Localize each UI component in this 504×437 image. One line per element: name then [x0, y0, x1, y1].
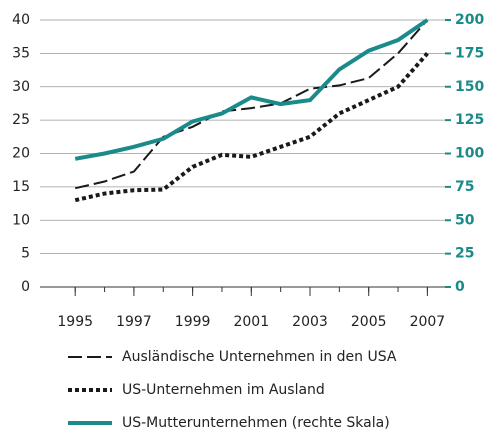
x-tick-label: 2005: [351, 314, 387, 330]
y-tick-label: 0: [21, 279, 30, 295]
y-tick-label: 35: [12, 45, 30, 61]
series-line: [74, 18, 429, 161]
y2-tick-label: 100: [455, 146, 484, 162]
y2-tick-label: 75: [455, 179, 474, 195]
legend-label: US-Mutterunternehmen (rechte Skala): [122, 415, 390, 431]
legend-label: US-Unternehmen im Ausland: [122, 382, 325, 398]
y-tick-label: 30: [12, 79, 30, 95]
x-tick-label: 2001: [233, 314, 269, 330]
y2-tick-label: 125: [455, 112, 484, 128]
y-tick-label: 25: [12, 112, 30, 128]
y2-tick-label: 150: [455, 79, 484, 95]
y2-tick-label: 25: [455, 246, 474, 262]
legend-label: Ausländische Unternehmen in den USA: [122, 349, 397, 365]
x-tick-label: 1997: [116, 314, 152, 330]
y2-tick-label: 200: [455, 12, 484, 28]
y-tick-label: 40: [12, 12, 30, 28]
x-tick-label: 2003: [292, 314, 328, 330]
series-line: [74, 52, 429, 203]
x-tick-label: 1995: [57, 314, 93, 330]
series-line: [74, 19, 429, 190]
x-tick-label: 1999: [175, 314, 211, 330]
y-tick-label: 10: [12, 212, 30, 228]
y-tick-label: 15: [12, 179, 30, 195]
y-tick-label: 20: [12, 146, 30, 162]
y2-tick-label: 175: [455, 45, 484, 61]
y-tick-label: 5: [21, 246, 30, 262]
y2-tick-label: 50: [455, 212, 475, 228]
x-tick-label: 2007: [410, 314, 446, 330]
y2-tick-label: 0: [455, 279, 465, 295]
